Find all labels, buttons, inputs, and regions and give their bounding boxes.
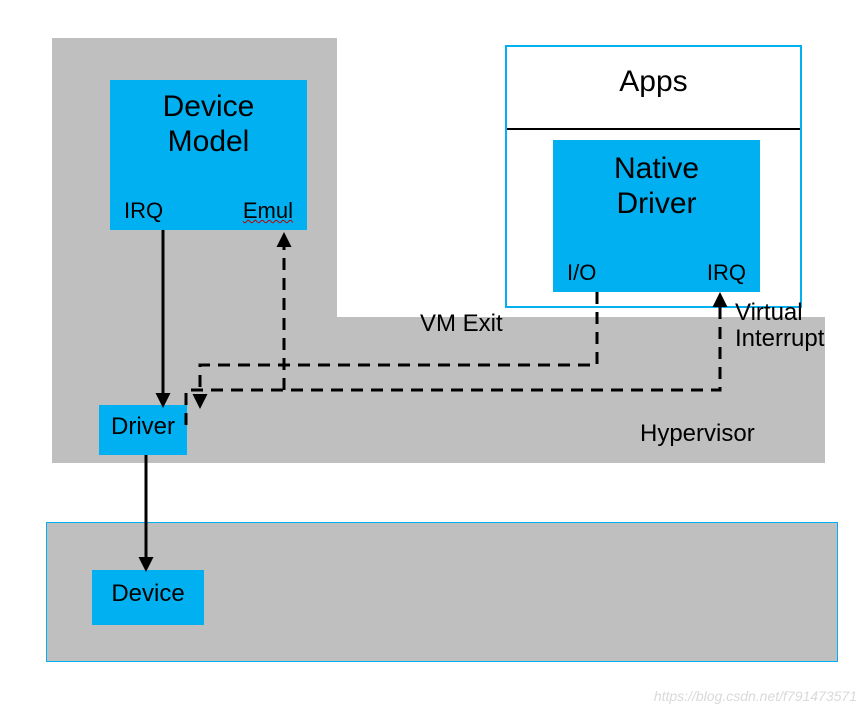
- virtual-interrupt-label: Virtual Interrupt: [735, 300, 824, 353]
- native-driver-title: Native Driver: [553, 152, 760, 221]
- driver-label: Driver: [99, 413, 187, 441]
- watermark: https://blog.csdn.net/f791473571: [654, 688, 857, 704]
- hypervisor-label: Hypervisor: [640, 420, 755, 448]
- device-model-box: Device Model IRQ Emul: [110, 80, 307, 230]
- device-model-title: Device Model: [110, 90, 307, 159]
- device-box: Device: [92, 570, 204, 625]
- device-model-irq-label: IRQ: [124, 198, 163, 224]
- native-driver-io-label: I/O: [567, 260, 596, 286]
- apps-label: Apps: [507, 65, 800, 99]
- native-driver-irq-label: IRQ: [707, 260, 746, 286]
- vm-exit-label: VM Exit: [420, 310, 503, 338]
- driver-box: Driver: [99, 405, 187, 455]
- device-label: Device: [92, 580, 204, 608]
- device-model-emul-label: Emul: [243, 198, 293, 224]
- apps-divider: [507, 128, 800, 130]
- native-driver-box: Native Driver I/O IRQ: [553, 140, 760, 292]
